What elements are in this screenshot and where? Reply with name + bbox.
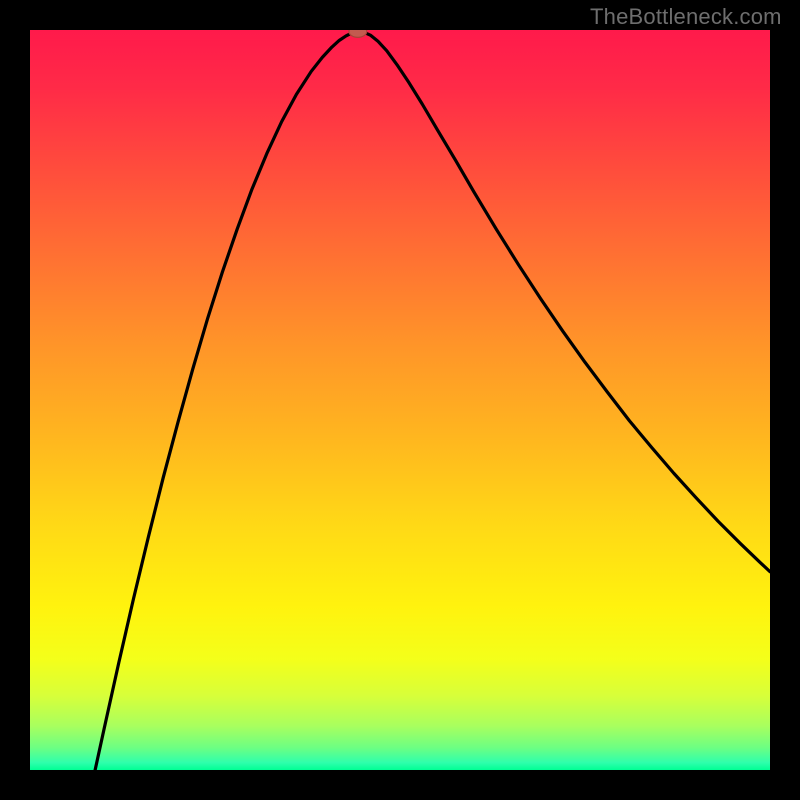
plot-svg bbox=[30, 30, 770, 770]
chart-frame bbox=[0, 0, 800, 800]
watermark-text: TheBottleneck.com bbox=[590, 4, 782, 30]
optimum-marker bbox=[349, 30, 367, 37]
gradient-background bbox=[30, 30, 770, 770]
plot-area bbox=[30, 30, 770, 770]
